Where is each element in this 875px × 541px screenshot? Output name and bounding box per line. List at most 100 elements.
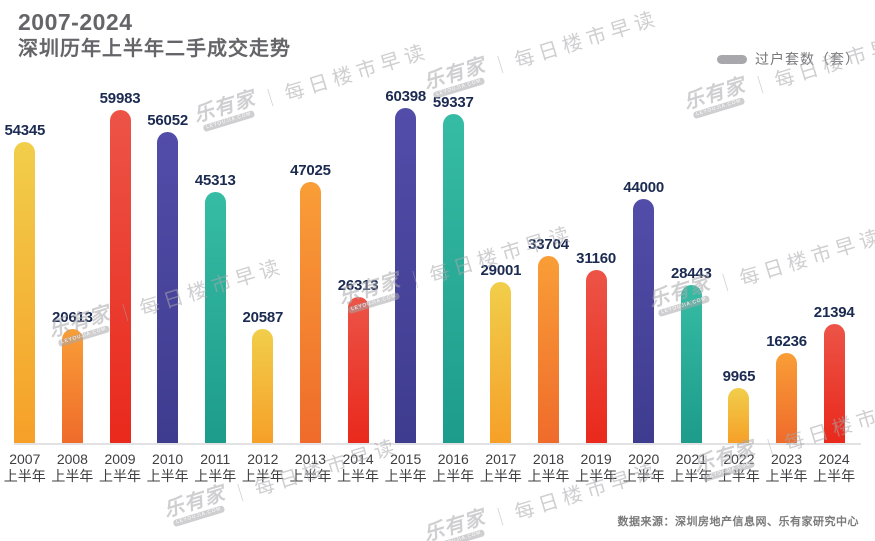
bar-value-label: 28443 — [670, 265, 712, 282]
x-axis-suffix: 上半年 — [241, 468, 284, 484]
x-axis-year: 2011 — [200, 451, 231, 467]
x-axis-label: 2016 上半年 — [429, 451, 477, 485]
watermark-brand-domain: LEYOUJIA.COM — [172, 504, 226, 527]
watermark-logo: 乐有家 LEYOUJIA.COM — [161, 482, 229, 528]
bar-column: 16236 — [763, 0, 811, 443]
x-axis-suffix: 上半年 — [3, 468, 46, 484]
bar-column: 33704 — [525, 0, 573, 443]
bar-value-label: 29001 — [480, 262, 522, 279]
watermark-brand-text: 乐有家 — [161, 482, 228, 522]
x-axis-label: 2007 上半年 — [1, 451, 49, 485]
bar-value-label: 9965 — [722, 368, 756, 385]
x-axis-suffix: 上半年 — [527, 468, 570, 484]
x-axis-year: 2008 — [56, 451, 88, 467]
bar-2018 — [538, 256, 559, 443]
x-axis-suffix: 上半年 — [384, 468, 427, 484]
x-axis-suffix: 上半年 — [765, 468, 808, 484]
bar-value-label: 20613 — [52, 309, 93, 326]
x-axis-label: 2022 上半年 — [715, 451, 763, 485]
bar-2008 — [61, 329, 83, 443]
x-axis-year: 2019 — [580, 451, 612, 467]
x-axis-year: 2023 — [770, 451, 803, 467]
x-axis-label: 2009 上半年 — [96, 451, 144, 485]
bar-column: 20587 — [239, 0, 287, 443]
data-source-note: 数据来源：深圳房地产信息网、乐有家研究中心 — [617, 516, 859, 528]
bar-2012 — [252, 329, 274, 443]
bar-column: 20613 — [49, 0, 97, 443]
x-axis-year: 2014 — [342, 451, 374, 467]
bar-2017 — [490, 282, 512, 443]
bar-column: 9965 — [715, 0, 763, 443]
bar-column: 26313 — [334, 0, 382, 443]
watermark-brand-text: 乐有家 — [421, 506, 488, 541]
x-axis-label: 2010 上半年 — [144, 451, 192, 485]
x-axis-label: 2011 上半年 — [191, 451, 239, 485]
x-axis-year: 2022 — [723, 451, 755, 467]
legend-label: 过户套数（套） — [755, 51, 860, 67]
bar-column: 44000 — [620, 0, 668, 443]
bar-value-label: 54345 — [4, 122, 46, 139]
x-axis-suffix: 上半年 — [670, 468, 713, 484]
bar-2022 — [728, 388, 750, 443]
bar-column: 60398 — [382, 0, 430, 443]
x-axis-suffix: 上半年 — [479, 468, 522, 484]
bar-column: 29001 — [477, 0, 525, 443]
legend-swatch-icon — [717, 54, 747, 64]
x-axis-year: 2020 — [628, 451, 660, 467]
bar-value-label: 20587 — [242, 309, 284, 326]
chart-title: 2007-2024 深圳历年上半年二手成交走势 — [18, 8, 291, 62]
x-axis-suffix: 上半年 — [622, 468, 665, 484]
bar-column: 54345 — [1, 0, 49, 443]
bar-value-label: 16236 — [766, 333, 807, 350]
chart-title-subject: 深圳历年上半年二手成交走势 — [18, 38, 291, 60]
watermark-brand-domain: LEYOUJIA.COM — [432, 528, 486, 541]
x-axis-label: 2012 上半年 — [239, 451, 287, 485]
bar-2013 — [299, 182, 321, 443]
x-axis-suffix: 上半年 — [813, 468, 856, 484]
x-axis-year: 2017 — [485, 451, 517, 467]
x-axis-label: 2013 上半年 — [287, 451, 335, 485]
x-axis-label: 2008 上半年 — [49, 451, 97, 485]
x-axis-year: 2021 — [675, 451, 707, 467]
bar-value-label: 59983 — [99, 90, 141, 107]
x-axis-label: 2019 上半年 — [572, 451, 620, 485]
bar-column: 47025 — [287, 0, 335, 443]
x-axis-labels: 2007 上半年 2008 上半年 2009 上半年 2010 上半年 2011 上半年 2012 上… — [1, 451, 858, 485]
x-axis-label: 2020 上半年 — [620, 451, 668, 485]
bar-value-label: 26313 — [337, 277, 379, 294]
bar-value-label: 47025 — [290, 162, 331, 179]
x-axis-suffix: 上半年 — [51, 468, 94, 484]
bar-2011 — [204, 192, 226, 443]
bar-2014 — [347, 297, 369, 443]
x-axis-suffix: 上半年 — [717, 468, 760, 484]
bar-2010 — [157, 132, 179, 443]
bar-2015 — [395, 108, 417, 443]
x-axis-suffix: 上半年 — [146, 468, 189, 484]
x-axis-line — [14, 443, 861, 445]
x-axis-year: 2018 — [532, 451, 565, 467]
bar-column: 56052 — [144, 0, 192, 443]
x-axis-year: 2007 — [9, 451, 41, 467]
bar-column: 59983 — [96, 0, 144, 443]
watermark-divider: ｜ — [488, 504, 512, 530]
bar-2023 — [776, 353, 798, 443]
watermark-logo: 乐有家 LEYOUJIA.COM — [421, 506, 489, 541]
bar-value-label: 56052 — [147, 112, 188, 129]
bar-value-label: 21394 — [813, 304, 855, 321]
x-axis-year: 2015 — [390, 451, 422, 467]
legend: 过户套数（套） — [717, 49, 860, 69]
bar-value-label: 60398 — [385, 88, 427, 105]
bar-2019 — [585, 270, 607, 443]
x-axis-year: 2024 — [818, 451, 850, 467]
x-axis-suffix: 上半年 — [289, 468, 332, 484]
chart-title-years: 2007-2024 — [18, 9, 133, 35]
bar-column: 45313 — [191, 0, 239, 443]
x-axis-suffix: 上半年 — [194, 468, 237, 484]
x-axis-label: 2018 上半年 — [525, 451, 573, 485]
x-axis-suffix: 上半年 — [99, 468, 142, 484]
x-axis-suffix: 上半年 — [432, 468, 475, 484]
bar-value-label: 33704 — [528, 236, 569, 253]
x-axis-label: 2021 上半年 — [668, 451, 716, 485]
x-axis-label: 2017 上半年 — [477, 451, 525, 485]
